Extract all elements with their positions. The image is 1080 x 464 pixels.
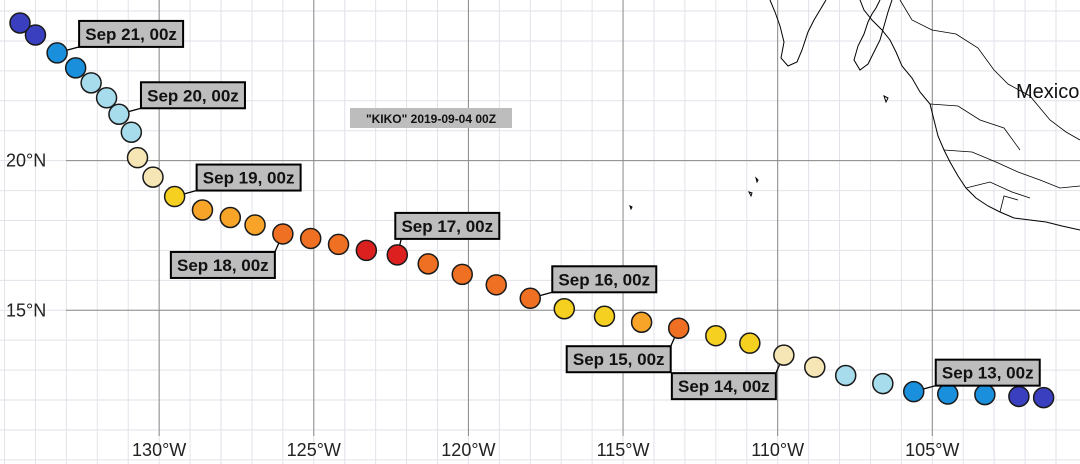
island-2 [748,191,753,198]
track-point [1032,386,1055,409]
track-point [630,311,653,333]
coastline [629,0,1080,231]
track-point [9,12,31,34]
track-point [804,356,826,378]
track-point [95,87,118,109]
date-label-text: Sep 20, 00z [147,86,239,105]
track-point [485,274,508,296]
date-label: Sep 19, 00z [195,163,302,192]
island-4 [629,205,633,211]
track-point [705,324,727,347]
date-label-box [169,250,276,279]
track-point [64,57,87,79]
longitude-tick-label: 120°W [441,440,495,460]
date-label-text: Sep 16, 00z [558,270,650,289]
track-point [386,244,409,266]
baja-california-coastline [853,0,893,71]
track-point [773,344,795,366]
longitude-tick-label: 105°W [905,440,959,460]
track-point [739,332,761,354]
longitude-tick-label: 110°W [751,440,804,460]
track-point [163,185,186,208]
date-label-box [551,265,658,294]
latitude-tick-label: 15°N [6,300,46,320]
track-point [355,239,378,262]
track-point [902,380,925,403]
track-point [872,372,894,395]
date-label-box [670,372,777,401]
date-labels: Sep 13, 00z Sep 14, 00z Sep 15, 00z Sep 16,… [78,19,1041,401]
latitude-labels: 20°N 15°N [6,151,46,321]
track-point [1008,385,1030,408]
track-point [417,253,439,275]
track-point [126,146,149,169]
date-label-box [934,358,1041,387]
track-point [191,199,214,221]
date-label-box [78,19,185,48]
date-label: Sep 17, 00z [394,211,501,240]
state-borders [899,0,1080,213]
date-label: Sep 14, 00z [670,372,777,401]
track-point [219,206,242,229]
date-label: Sep 21, 00z [78,19,185,48]
date-label: Sep 20, 00z [139,81,246,110]
date-label-text: Sep 19, 00z [203,169,295,188]
longitude-tick-label: 130°W [132,440,186,460]
track-point [24,24,47,46]
track-point [120,121,143,143]
date-label-box [394,211,501,240]
track-point [451,263,473,286]
date-label-text: Sep 18, 00z [177,256,269,275]
longitude-labels: 130°W 125°W 120°W 115°W 110°W 105°W [132,440,959,460]
mexico-coastline [769,0,1080,231]
track-point [142,166,164,188]
date-label-box [565,345,672,374]
track-point [299,227,322,250]
date-label: Sep 13, 00z [934,358,1041,387]
date-label: Sep 15, 00z [565,345,672,374]
track-point [272,223,294,245]
date-label-text: Sep 15, 00z [573,350,665,369]
date-label-box [195,163,302,192]
storm-title: "KIKO" 2019-09-04 00Z [366,112,496,126]
track-point [244,214,266,236]
date-label: Sep 18, 00z [169,250,276,279]
latitude-tick-label: 20°N [6,151,46,171]
date-label-text: Sep 21, 00z [85,25,177,44]
track-point [834,364,857,387]
storm-title-box: "KIKO" 2019-09-04 00Z [350,108,512,128]
track-point [80,72,102,94]
track-point [593,305,616,327]
track-point [327,233,350,256]
track-point [46,42,68,64]
storm-track [9,12,1055,409]
track-point [937,383,959,405]
track-point [667,317,690,339]
date-label-text: Sep 14, 00z [678,377,770,396]
track-point [108,103,130,126]
track-point [553,298,576,320]
storm-title-background [350,108,512,128]
track-point [974,383,996,406]
date-label: Sep 16, 00z [551,265,658,294]
date-label-text: Sep 17, 00z [401,217,493,236]
longitude-tick-label: 125°W [287,440,341,460]
island-1 [883,95,889,104]
longitude-tick-label: 115°W [597,440,650,460]
date-label-box [139,81,246,110]
island-3 [755,176,759,184]
date-label-text: Sep 13, 00z [942,364,1034,383]
track-point [519,287,542,310]
place-label-mexico: Mexico [1016,81,1079,103]
